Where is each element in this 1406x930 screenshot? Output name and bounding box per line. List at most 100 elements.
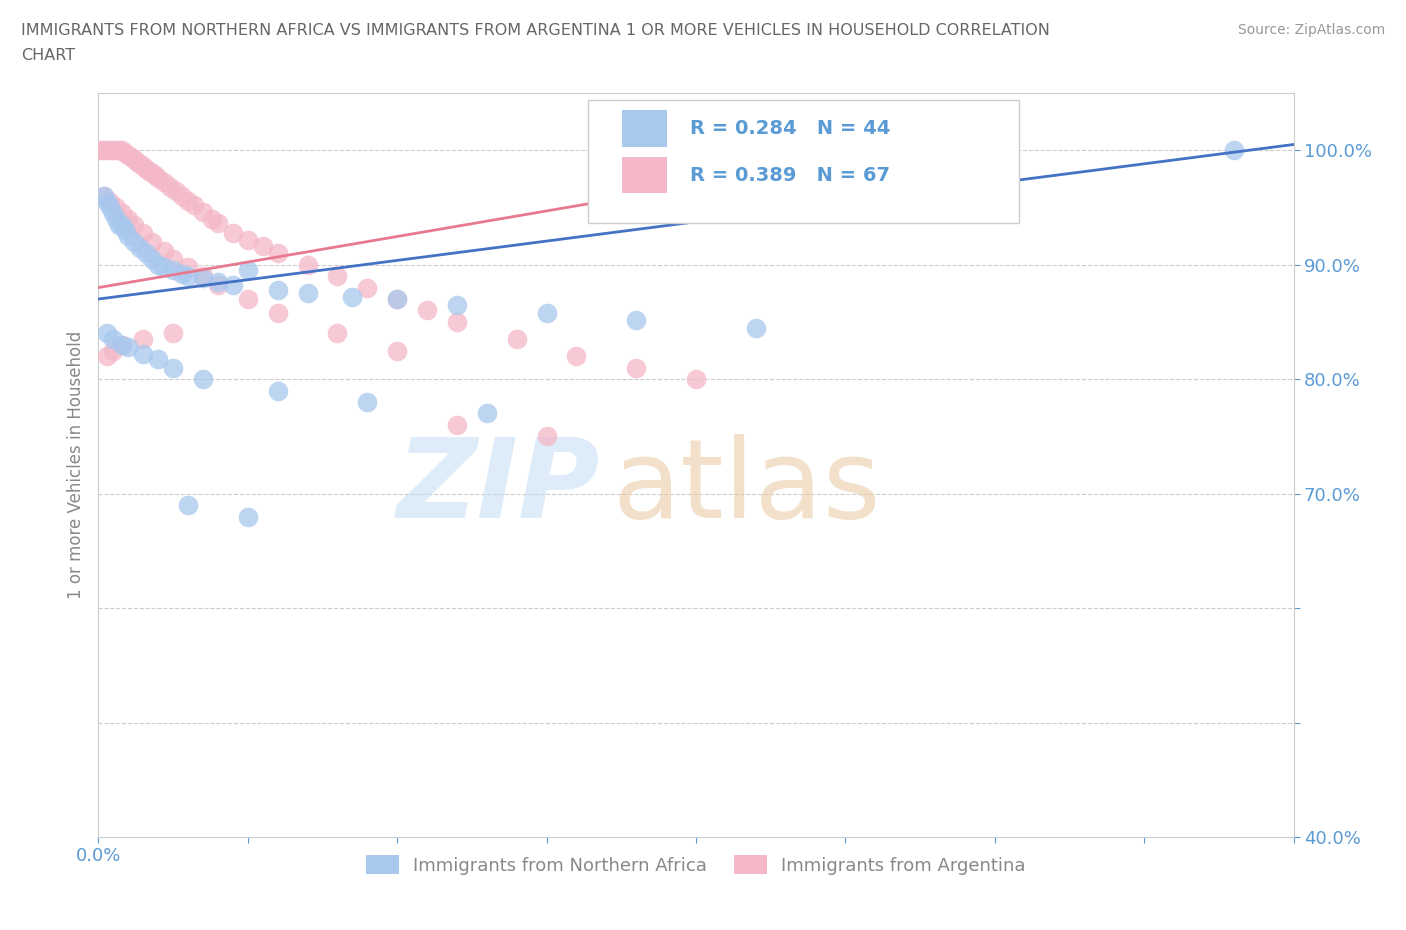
Point	[90, 143, 112, 158]
Text: atlas: atlas	[613, 433, 880, 541]
Point	[536, 429, 558, 444]
Point	[141, 251, 163, 266]
Point	[132, 225, 155, 240]
Point	[222, 225, 245, 240]
Text: Source: ZipAtlas.com: Source: ZipAtlas.com	[1237, 23, 1385, 37]
Point	[105, 143, 128, 158]
Legend: Immigrants from Northern Africa, Immigrants from Argentina: Immigrants from Northern Africa, Immigra…	[357, 846, 1035, 884]
Point	[129, 240, 152, 255]
Point	[446, 314, 468, 329]
Point	[172, 189, 194, 204]
Point	[105, 211, 128, 226]
Point	[111, 338, 134, 352]
Point	[236, 509, 259, 524]
FancyBboxPatch shape	[621, 110, 668, 147]
Point	[162, 251, 184, 266]
Point	[385, 292, 409, 307]
Point	[111, 143, 134, 158]
Point	[108, 218, 131, 232]
Point	[222, 278, 245, 293]
Text: ZIP: ZIP	[396, 433, 600, 541]
Point	[162, 263, 184, 278]
Point	[385, 343, 409, 358]
Point	[626, 360, 648, 375]
Point	[236, 232, 259, 247]
Point	[129, 156, 152, 171]
Point	[201, 211, 224, 226]
Point	[506, 332, 529, 347]
Point	[93, 143, 115, 158]
Point	[153, 244, 176, 259]
Point	[103, 206, 125, 220]
Point	[297, 286, 319, 300]
FancyBboxPatch shape	[621, 156, 668, 193]
Point	[236, 263, 259, 278]
Point	[148, 258, 170, 272]
Point	[138, 164, 160, 179]
Point	[745, 320, 768, 335]
Point	[127, 154, 149, 169]
Point	[98, 194, 122, 209]
Point	[141, 234, 163, 249]
Point	[685, 372, 707, 387]
Point	[236, 292, 259, 307]
Point	[297, 258, 319, 272]
Point	[141, 166, 163, 180]
Point	[96, 326, 118, 340]
Point	[326, 269, 349, 284]
Point	[105, 200, 128, 215]
Point	[165, 184, 187, 199]
Point	[143, 168, 166, 183]
Point	[475, 406, 498, 421]
Point	[207, 216, 229, 231]
Text: CHART: CHART	[21, 48, 75, 63]
Point	[565, 349, 588, 364]
Point	[191, 271, 214, 286]
Point	[98, 143, 122, 158]
Point	[162, 360, 184, 375]
Point	[114, 145, 136, 160]
Point	[356, 280, 378, 295]
FancyBboxPatch shape	[589, 100, 1019, 223]
Point	[356, 394, 378, 409]
Point	[103, 332, 125, 347]
Point	[342, 289, 364, 304]
Point	[183, 198, 205, 213]
Point	[117, 147, 139, 162]
Point	[132, 332, 155, 347]
Point	[148, 170, 170, 185]
Point	[267, 283, 290, 298]
Point	[124, 152, 146, 166]
Point	[177, 498, 200, 512]
Point	[191, 269, 214, 284]
Point	[172, 266, 194, 281]
Point	[103, 143, 125, 158]
Point	[117, 211, 139, 226]
Y-axis label: 1 or more Vehicles in Household: 1 or more Vehicles in Household	[66, 331, 84, 599]
Point	[111, 338, 134, 352]
Point	[177, 269, 200, 284]
Text: R = 0.284   N = 44: R = 0.284 N = 44	[690, 119, 890, 138]
Point	[111, 218, 134, 232]
Point	[135, 246, 157, 260]
Point	[177, 259, 200, 274]
Point	[117, 339, 139, 354]
Point	[252, 239, 274, 254]
Point	[267, 383, 290, 398]
Point	[108, 143, 131, 158]
Point	[536, 305, 558, 320]
Point	[207, 278, 229, 293]
Point	[96, 143, 118, 158]
Point	[132, 159, 155, 174]
Point	[120, 150, 142, 165]
Point	[446, 418, 468, 432]
Point	[159, 179, 181, 194]
Point	[98, 200, 122, 215]
Point	[117, 229, 139, 244]
Point	[326, 326, 349, 340]
Point	[267, 246, 290, 260]
Point	[267, 305, 290, 320]
Point	[385, 292, 409, 307]
Point	[96, 194, 118, 209]
Point	[135, 161, 157, 176]
